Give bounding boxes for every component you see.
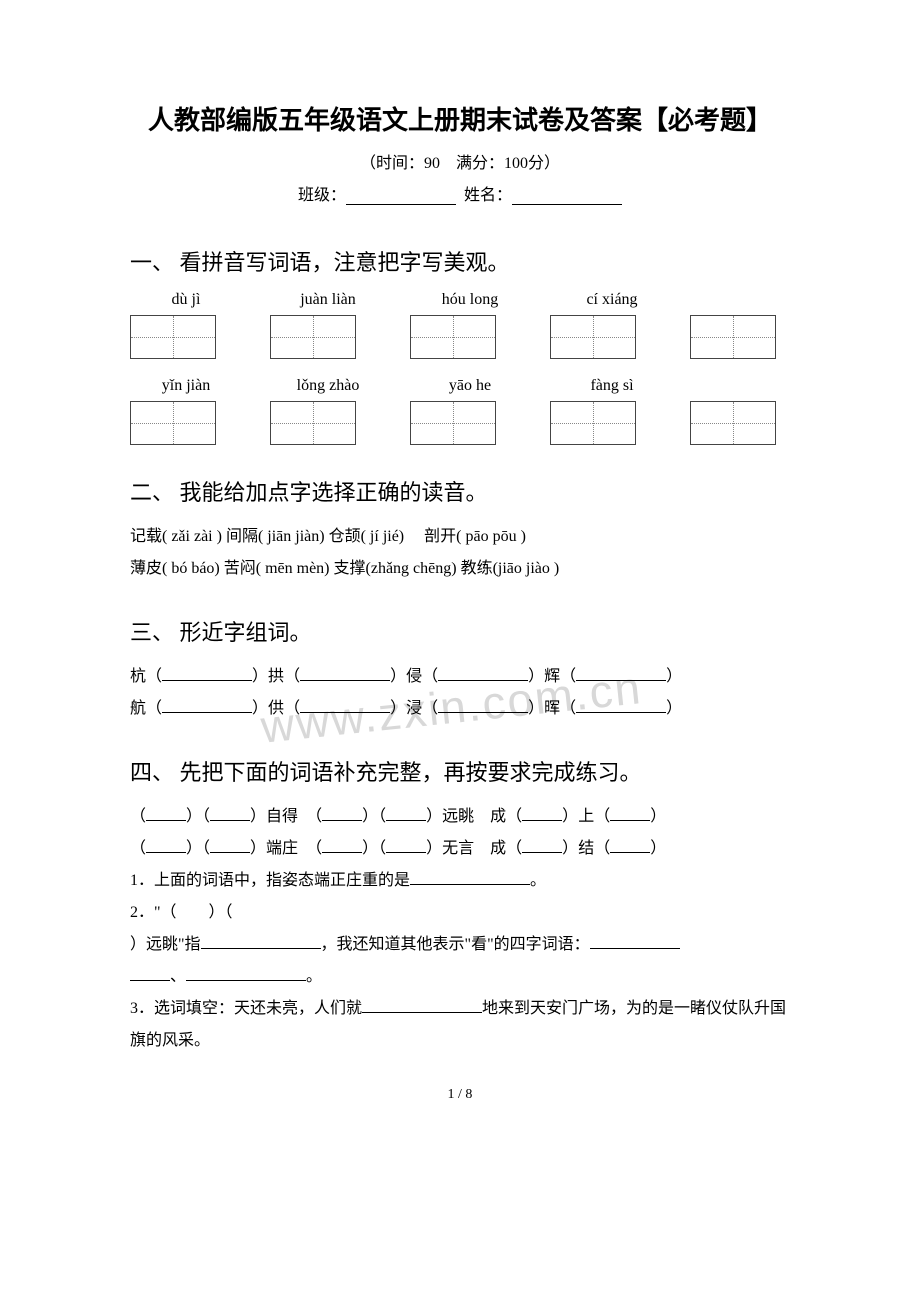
blank xyxy=(522,804,562,821)
class-label: 班级： xyxy=(298,187,346,204)
word-part: 结 xyxy=(578,840,594,857)
q1-end: 。 xyxy=(530,872,546,889)
pinyin-label: hóu long xyxy=(428,291,512,309)
blank xyxy=(522,836,562,853)
word-part: 无言 xyxy=(442,840,474,857)
pinyin-label: lǒng zhào xyxy=(286,377,370,395)
blank xyxy=(438,696,528,713)
word-part: 端庄 xyxy=(266,840,298,857)
section4-q1: 1．上面的词语中，指姿态端正庄重的是 。 xyxy=(130,865,790,897)
page-number: 1 / 8 xyxy=(130,1087,790,1103)
section3-row1: 杭（）拱（）侵（）辉（） xyxy=(130,661,790,693)
blank xyxy=(186,964,306,981)
char-box xyxy=(130,315,216,359)
word-part: 自得 xyxy=(266,808,298,825)
blank xyxy=(362,996,482,1013)
blank xyxy=(386,836,426,853)
blank xyxy=(300,696,390,713)
q2-d: 、 xyxy=(170,968,186,985)
char-label: 晖 xyxy=(544,700,560,717)
page-title: 人教部编版五年级语文上册期末试卷及答案【必考题】 xyxy=(130,100,790,137)
q2-a: 2．"（ ）（ xyxy=(130,904,233,921)
section4-line1: （）（）自得 （）（）远眺 成（）上（） xyxy=(130,801,790,833)
blank xyxy=(146,836,186,853)
blank xyxy=(210,836,250,853)
blank xyxy=(576,696,666,713)
char-box xyxy=(690,401,776,445)
char-box xyxy=(410,401,496,445)
char-box xyxy=(270,315,356,359)
word-part: 上 xyxy=(578,808,594,825)
blank xyxy=(146,804,186,821)
section3-row2: 航（）供（）浸（）晖（） xyxy=(130,693,790,725)
section2-heading: 二、 我能给加点字选择正确的读音。 xyxy=(130,475,790,507)
name-label: 姓名： xyxy=(464,187,512,204)
char-box xyxy=(270,401,356,445)
q2-b: ）远眺"指 xyxy=(130,936,201,953)
char-box xyxy=(410,315,496,359)
blank xyxy=(322,804,362,821)
char-label: 航 xyxy=(130,700,146,717)
pinyin-row-2: yǐn jiàn lǒng zhào yāo he fàng sì xyxy=(144,377,790,395)
word-part: 成 xyxy=(490,840,506,857)
blank xyxy=(130,964,170,981)
section1-heading: 一、 看拼音写词语，注意把字写美观。 xyxy=(130,245,790,277)
class-blank xyxy=(346,186,456,205)
section2-line2: 薄皮( bó báo) 苦闷( mēn mèn) 支撑(zhǎng chēng)… xyxy=(130,553,790,585)
char-box-row-1 xyxy=(130,315,790,359)
q2-e: 。 xyxy=(306,968,322,985)
blank xyxy=(438,664,528,681)
section4-q3: 3．选词填空：天还未亮，人们就地来到天安门广场，为的是一睹仪仗队升国旗的风采。 xyxy=(130,993,790,1057)
q1-text: 1．上面的词语中，指姿态端正庄重的是 xyxy=(130,872,410,889)
blank xyxy=(210,804,250,821)
char-label: 浸 xyxy=(406,700,422,717)
pinyin-label: cí xiáng xyxy=(570,291,654,309)
blank xyxy=(201,932,321,949)
char-label: 杭 xyxy=(130,668,146,685)
char-box xyxy=(690,315,776,359)
section2-line1: 记载( zǎi zài ) 间隔( jiān jiàn) 仓颉( jí jié)… xyxy=(130,521,790,553)
blank xyxy=(386,804,426,821)
pinyin-label: juàn liàn xyxy=(286,291,370,309)
pinyin-label: dù jì xyxy=(144,291,228,309)
char-label: 供 xyxy=(268,700,284,717)
pinyin-label: yǐn jiàn xyxy=(144,377,228,395)
blank xyxy=(322,836,362,853)
blank xyxy=(162,664,252,681)
char-box-row-2 xyxy=(130,401,790,445)
pinyin-label: fàng sì xyxy=(570,377,654,395)
section4-q2a: 2．"（ ）（ xyxy=(130,897,790,929)
pinyin-row-1: dù jì juàn liàn hóu long cí xiáng xyxy=(144,291,790,309)
blank xyxy=(590,932,680,949)
section4-q2b: ）远眺"指 ，我还知道其他表示"看"的四字词语： xyxy=(130,929,790,961)
char-box xyxy=(130,401,216,445)
char-label: 辉 xyxy=(544,668,560,685)
char-box xyxy=(550,401,636,445)
section4-line2: （）（）端庄 （）（）无言 成（）结（） xyxy=(130,833,790,865)
blank xyxy=(162,696,252,713)
word-part: 成 xyxy=(490,808,506,825)
blank xyxy=(300,664,390,681)
q3-a: 3．选词填空：天还未亮，人们就 xyxy=(130,1000,362,1017)
q2-c: ，我还知道其他表示"看"的四字词语： xyxy=(321,936,590,953)
student-info: 班级： 姓名： xyxy=(130,181,790,205)
char-label: 侵 xyxy=(406,668,422,685)
name-blank xyxy=(512,186,622,205)
char-label: 拱 xyxy=(268,668,284,685)
blank xyxy=(410,868,530,885)
pinyin-label: yāo he xyxy=(428,377,512,395)
blank xyxy=(610,804,650,821)
char-box xyxy=(550,315,636,359)
word-part: 远眺 xyxy=(442,808,474,825)
blank xyxy=(576,664,666,681)
section3-heading: 三、 形近字组词。 xyxy=(130,615,790,647)
exam-meta: （时间：90 满分：100分） xyxy=(130,149,790,173)
blank xyxy=(610,836,650,853)
section4-q2c: 、。 xyxy=(130,961,790,993)
section4-heading: 四、 先把下面的词语补充完整，再按要求完成练习。 xyxy=(130,755,790,787)
